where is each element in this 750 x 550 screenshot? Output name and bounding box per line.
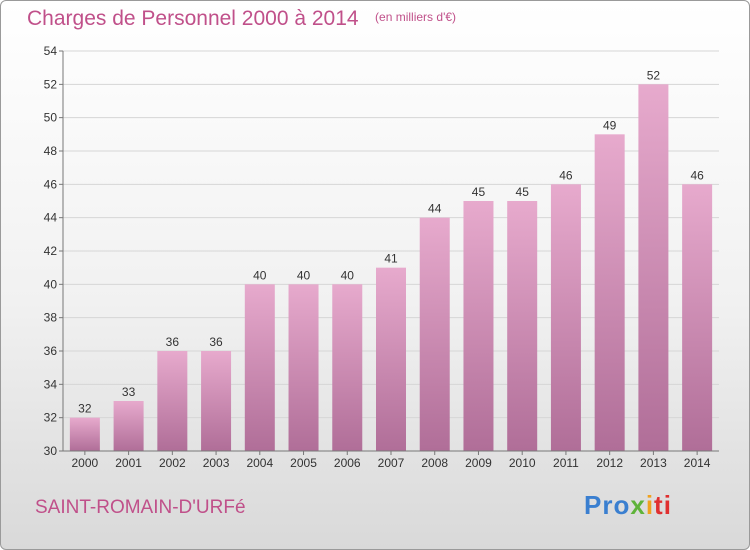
data-label-2001: 33 <box>122 385 136 399</box>
x-tick-label-2005: 2005 <box>290 456 317 470</box>
bar-2004 <box>244 284 275 451</box>
chart-title: Charges de Personnel 2000 à 2014 <box>27 7 359 30</box>
data-label-2000: 32 <box>78 402 92 416</box>
bar-2007 <box>376 267 406 451</box>
x-tick-label-2010: 2010 <box>509 456 536 470</box>
data-label-2014: 46 <box>690 168 704 182</box>
bar-2003 <box>201 351 232 451</box>
x-tick-label-2014: 2014 <box>684 456 711 470</box>
y-tick-label: 44 <box>44 211 58 225</box>
bars: 32 33 36 36 40 40 40 41 44 45 45 46 49 52 46 <box>69 68 713 452</box>
y-tick-label: 36 <box>44 344 58 358</box>
y-tick-label: 42 <box>44 244 58 258</box>
bar-2009 <box>463 201 494 451</box>
data-label-2004: 40 <box>253 268 267 282</box>
bar-2010 <box>507 201 538 451</box>
data-label-2005: 40 <box>297 268 311 282</box>
x-tick-label-2001: 2001 <box>115 456 142 470</box>
y-tick-label: 46 <box>44 177 58 191</box>
x-tick-label-2009: 2009 <box>465 456 492 470</box>
y-tick-label: 40 <box>44 277 58 291</box>
bar-2008 <box>419 217 450 451</box>
x-tick-label-2002: 2002 <box>159 456 186 470</box>
y-tick-label: 38 <box>44 311 58 325</box>
data-label-2007: 41 <box>384 252 398 266</box>
x-tick-label-2004: 2004 <box>246 456 273 470</box>
proxiti-logo: Proxiti <box>584 490 672 520</box>
bar-2012 <box>594 134 625 452</box>
y-tick-label: 30 <box>44 444 58 458</box>
x-tick-label-2000: 2000 <box>72 456 99 470</box>
bar-2014 <box>682 184 713 452</box>
y-tick-label: 34 <box>44 377 58 391</box>
x-tick-label-2013: 2013 <box>640 456 667 470</box>
y-tick-label: 48 <box>44 144 58 158</box>
axes: 30 32 34 36 38 40 42 44 46 48 50 52 54 2000 2001 2002 20… <box>44 44 719 470</box>
bar-2011 <box>550 184 581 452</box>
data-label-2002: 36 <box>166 335 180 349</box>
data-label-2009: 45 <box>472 185 486 199</box>
x-tick-label-2007: 2007 <box>378 456 405 470</box>
x-tick-label-2012: 2012 <box>596 456 623 470</box>
commune-name: SAINT-ROMAIN-D'URFé <box>35 497 246 518</box>
data-label-2011: 46 <box>559 168 573 182</box>
y-tick-label: 52 <box>44 77 58 91</box>
y-tick-label: 32 <box>44 411 58 425</box>
x-tick-label-2008: 2008 <box>421 456 448 470</box>
bar-2005 <box>288 284 319 451</box>
bar-2002 <box>157 351 188 451</box>
data-label-2008: 44 <box>428 202 442 216</box>
data-label-2013: 52 <box>647 68 661 82</box>
x-tick-label-2011: 2011 <box>553 456 579 470</box>
title-row: Charges de Personnel 2000 à 2014 (en mil… <box>27 7 456 31</box>
x-tick-label-2006: 2006 <box>334 456 361 470</box>
bar-2001 <box>113 401 144 451</box>
chart-subtitle: (en milliers d'€) <box>375 10 457 24</box>
x-tick-label-2003: 2003 <box>203 456 230 470</box>
bar-2013 <box>638 84 669 451</box>
data-label-2006: 40 <box>341 268 355 282</box>
data-label-2012: 49 <box>603 118 617 132</box>
bar-2000 <box>69 417 100 451</box>
bar-2006 <box>332 284 363 451</box>
data-label-2003: 36 <box>209 335 223 349</box>
y-tick-label: 54 <box>44 44 58 58</box>
data-label-2010: 45 <box>516 185 530 199</box>
y-tick-label: 50 <box>44 111 58 125</box>
